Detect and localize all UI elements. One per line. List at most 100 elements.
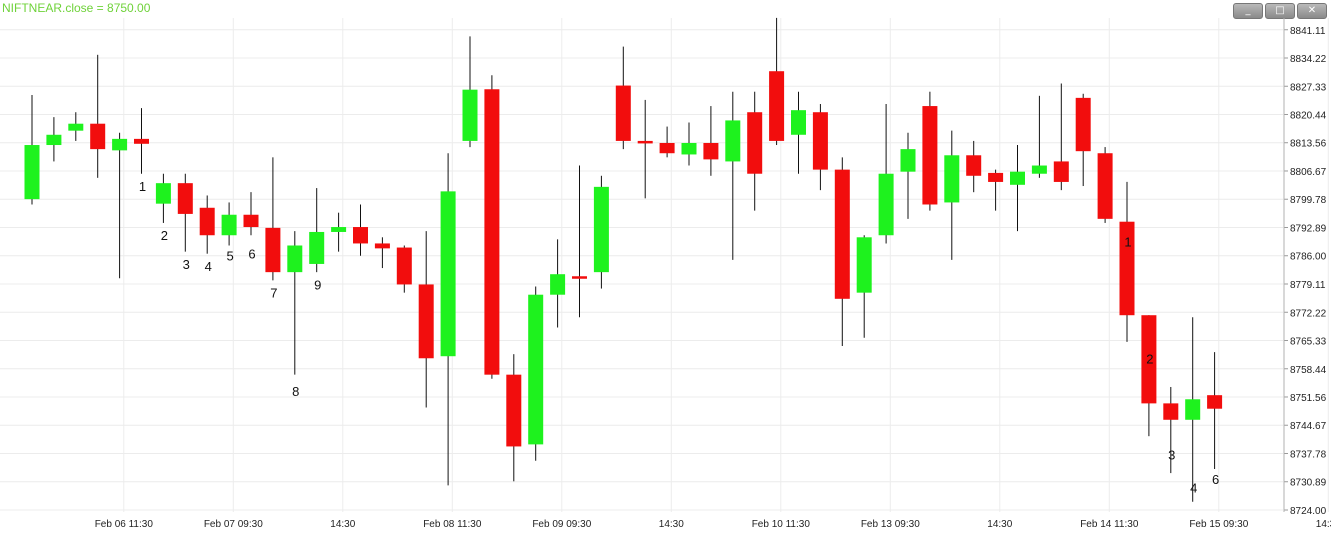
candle-down <box>1097 153 1113 219</box>
window-controls: _ □ ✕ <box>1233 3 1327 19</box>
x-tick-label: Feb 14 11:30 <box>1080 519 1139 530</box>
y-tick-label: 8758.44 <box>1290 365 1327 376</box>
y-tick-label: 8827.33 <box>1290 82 1327 93</box>
wave-label: 6 <box>1212 472 1219 487</box>
candle-down <box>834 169 850 299</box>
candle-up <box>791 110 806 135</box>
x-tick-label: 14:30 <box>1316 519 1331 530</box>
y-tick-label: 8806.67 <box>1290 167 1327 178</box>
wave-label: 3 <box>183 257 190 272</box>
wave-label: 8 <box>292 384 299 399</box>
x-axis-labels: Feb 06 11:30 Feb 07 09:30 14:30 Feb 08 11:3… <box>95 519 1331 530</box>
wave-label: 4 <box>1190 480 1197 495</box>
candle-down <box>90 123 106 150</box>
y-tick-label: 8820.44 <box>1290 111 1327 122</box>
minimize-button[interactable]: _ <box>1233 3 1263 19</box>
x-tick-label: Feb 10 11:30 <box>752 519 811 530</box>
candle-up <box>331 227 347 232</box>
x-tick-label: 14:30 <box>330 519 355 530</box>
candle-down <box>243 214 259 228</box>
y-tick-label: 8772.22 <box>1290 308 1327 319</box>
y-axis-labels: 8724.00 8730.89 8737.78 8744.67 8751.56 8758.… <box>1284 26 1327 517</box>
candle-down <box>659 142 675 154</box>
candle-up <box>550 274 566 295</box>
candle-up <box>900 149 916 172</box>
x-tick-label: Feb 08 11:30 <box>423 519 482 530</box>
y-tick-label: 8744.67 <box>1290 421 1327 432</box>
candle-down <box>703 142 719 160</box>
candle-down <box>747 112 763 174</box>
candle-up <box>112 138 128 151</box>
x-tick-label: Feb 09 09:30 <box>532 519 591 530</box>
candle-down <box>177 183 193 214</box>
candle-down <box>418 284 434 359</box>
candle-up <box>878 173 894 236</box>
wave-label: 2 <box>161 228 168 243</box>
candle-down <box>1163 403 1179 420</box>
candle-up <box>1031 165 1047 174</box>
candle-down <box>1141 315 1157 404</box>
y-tick-label: 8765.33 <box>1290 337 1327 348</box>
close-button[interactable]: ✕ <box>1297 3 1327 19</box>
y-tick-label: 8724.00 <box>1290 506 1327 517</box>
wave-label: 5 <box>226 249 233 264</box>
chart-title: NIFTNEAR.close = 8750.00 <box>2 1 151 15</box>
candle-up <box>68 123 84 131</box>
candle-down <box>769 71 785 141</box>
candle-up <box>221 214 237 236</box>
y-tick-label: 8751.56 <box>1290 393 1327 404</box>
x-tick-label: Feb 13 09:30 <box>861 519 920 530</box>
x-tick-label: Feb 06 11:30 <box>95 519 154 530</box>
y-tick-label: 8799.78 <box>1290 195 1327 206</box>
y-tick-label: 8813.56 <box>1290 139 1327 150</box>
restore-button[interactable]: □ <box>1265 3 1295 19</box>
wave-label: 2 <box>1146 351 1153 366</box>
candle-down <box>1053 161 1069 182</box>
candle-down <box>1075 97 1091 152</box>
candle-down <box>1119 221 1135 316</box>
candle-down <box>396 247 412 285</box>
candle-down <box>637 140 653 144</box>
y-tick-label: 8792.89 <box>1290 223 1327 234</box>
wave-label: 1 <box>139 179 146 194</box>
wave-label: 7 <box>270 286 277 301</box>
candle-down <box>506 374 522 447</box>
candle-down <box>1207 395 1223 409</box>
x-tick-label: 14:30 <box>987 519 1012 530</box>
y-tick-label: 8841.11 <box>1290 26 1326 37</box>
candle-down <box>484 89 500 375</box>
y-tick-label: 8834.22 <box>1290 54 1327 65</box>
candle-up <box>944 155 960 203</box>
wave-label: 9 <box>314 277 321 292</box>
x-tick-label: 14:30 <box>659 519 684 530</box>
candle-up <box>593 186 609 273</box>
candle-bodies <box>24 71 1223 447</box>
candle-up <box>440 191 456 357</box>
grid-lines <box>0 18 1329 512</box>
y-tick-label: 8730.89 <box>1290 478 1327 489</box>
wave-label: 1 <box>1124 234 1131 249</box>
candle-up <box>1185 399 1201 420</box>
x-tick-label: Feb 07 09:30 <box>204 519 263 530</box>
wave-label: 4 <box>205 259 212 274</box>
wave-label: 3 <box>1168 448 1175 463</box>
candle-up <box>856 237 872 293</box>
candle-up <box>1010 171 1025 185</box>
wave-label: 6 <box>248 247 255 262</box>
candle-down <box>922 106 938 205</box>
candle-down <box>353 227 368 244</box>
candle-down <box>374 243 390 249</box>
candle-down <box>988 172 1004 182</box>
candle-down <box>966 155 982 176</box>
candle-up <box>309 231 325 264</box>
candle-up <box>528 294 544 445</box>
candle-up <box>24 145 40 200</box>
y-tick-label: 8779.11 <box>1290 280 1326 291</box>
y-tick-label: 8786.00 <box>1290 252 1327 263</box>
x-tick-label: Feb 15 09:30 <box>1189 519 1248 530</box>
candle-up <box>681 142 697 155</box>
candle-down <box>199 207 215 236</box>
candle-up <box>287 245 303 273</box>
